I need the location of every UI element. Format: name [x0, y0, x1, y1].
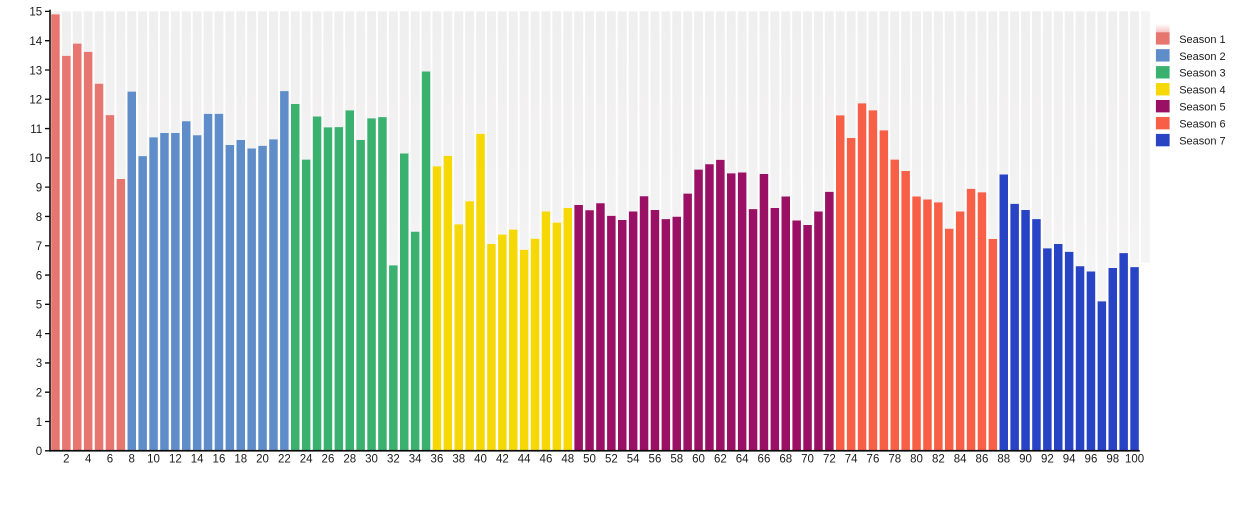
svg-text:26: 26 — [322, 454, 335, 466]
svg-text:4: 4 — [85, 454, 92, 466]
svg-text:46: 46 — [540, 454, 553, 466]
svg-text:62: 62 — [714, 454, 727, 466]
svg-text:0: 0 — [36, 446, 42, 458]
svg-text:68: 68 — [779, 454, 792, 466]
svg-text:60: 60 — [692, 454, 705, 466]
svg-text:92: 92 — [1041, 454, 1054, 466]
svg-text:58: 58 — [670, 454, 683, 466]
svg-text:64: 64 — [736, 454, 749, 466]
svg-text:6: 6 — [107, 454, 113, 466]
svg-text:12: 12 — [29, 95, 42, 107]
svg-text:18: 18 — [234, 454, 247, 466]
svg-text:Season 6: Season 6 — [1179, 119, 1225, 131]
svg-text:74: 74 — [845, 454, 858, 466]
svg-text:82: 82 — [932, 454, 945, 466]
svg-text:36: 36 — [431, 454, 444, 466]
svg-text:Season 5: Season 5 — [1179, 102, 1225, 114]
svg-text:8: 8 — [129, 454, 135, 466]
svg-text:2: 2 — [36, 388, 42, 400]
svg-text:94: 94 — [1063, 454, 1076, 466]
svg-text:8: 8 — [36, 212, 42, 224]
svg-text:72: 72 — [823, 454, 836, 466]
svg-text:66: 66 — [758, 454, 771, 466]
svg-text:22: 22 — [278, 454, 291, 466]
svg-text:28: 28 — [343, 454, 356, 466]
svg-text:88: 88 — [997, 454, 1010, 466]
svg-text:2: 2 — [63, 454, 69, 466]
svg-text:7: 7 — [36, 241, 42, 253]
svg-text:38: 38 — [452, 454, 465, 466]
svg-text:34: 34 — [409, 454, 422, 466]
svg-text:90: 90 — [1019, 454, 1032, 466]
svg-text:Season 7: Season 7 — [1179, 136, 1225, 148]
svg-text:11: 11 — [30, 124, 42, 136]
svg-text:15: 15 — [29, 7, 42, 19]
svg-text:30: 30 — [365, 454, 378, 466]
svg-text:86: 86 — [976, 454, 989, 466]
svg-text:48: 48 — [561, 454, 574, 466]
svg-text:9: 9 — [36, 182, 42, 194]
svg-text:100: 100 — [1125, 454, 1144, 466]
svg-text:78: 78 — [888, 454, 901, 466]
svg-text:14: 14 — [29, 36, 42, 48]
svg-text:1: 1 — [36, 417, 42, 429]
svg-text:70: 70 — [801, 454, 814, 466]
svg-text:12: 12 — [169, 454, 182, 466]
svg-text:10: 10 — [147, 454, 160, 466]
svg-text:56: 56 — [649, 454, 662, 466]
svg-text:42: 42 — [496, 454, 509, 466]
svg-text:16: 16 — [213, 454, 226, 466]
svg-text:50: 50 — [583, 454, 596, 466]
svg-text:Season 2: Season 2 — [1179, 51, 1225, 63]
svg-text:24: 24 — [300, 454, 313, 466]
svg-text:76: 76 — [867, 454, 880, 466]
svg-text:3: 3 — [36, 358, 42, 370]
svg-text:96: 96 — [1085, 454, 1098, 466]
svg-text:40: 40 — [474, 454, 487, 466]
svg-text:98: 98 — [1106, 454, 1119, 466]
svg-text:6: 6 — [36, 270, 42, 282]
svg-text:Season 1: Season 1 — [1179, 34, 1225, 46]
svg-text:80: 80 — [910, 454, 923, 466]
svg-text:10: 10 — [29, 153, 42, 165]
svg-text:Season 3: Season 3 — [1179, 68, 1225, 80]
svg-text:Season 4: Season 4 — [1179, 85, 1225, 97]
svg-text:14: 14 — [191, 454, 204, 466]
svg-text:5: 5 — [36, 300, 42, 312]
svg-text:52: 52 — [605, 454, 618, 466]
svg-text:32: 32 — [387, 454, 400, 466]
svg-text:54: 54 — [627, 454, 640, 466]
svg-text:13: 13 — [29, 65, 42, 77]
svg-text:4: 4 — [36, 329, 43, 341]
svg-text:20: 20 — [256, 454, 269, 466]
svg-text:44: 44 — [518, 454, 531, 466]
svg-text:84: 84 — [954, 454, 967, 466]
